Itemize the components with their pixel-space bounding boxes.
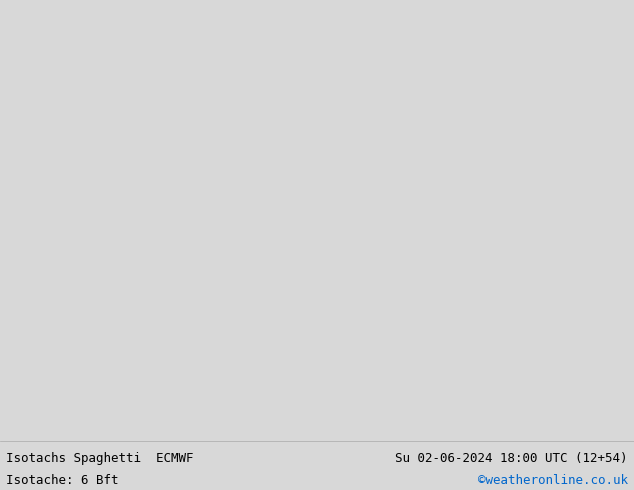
Text: Isotache: 6 Bft: Isotache: 6 Bft bbox=[6, 474, 119, 487]
Text: Isotachs Spaghetti  ECMWF: Isotachs Spaghetti ECMWF bbox=[6, 452, 194, 465]
Text: Su 02-06-2024 18:00 UTC (12+54): Su 02-06-2024 18:00 UTC (12+54) bbox=[395, 452, 628, 465]
Text: ©weatheronline.co.uk: ©weatheronline.co.uk bbox=[477, 474, 628, 487]
